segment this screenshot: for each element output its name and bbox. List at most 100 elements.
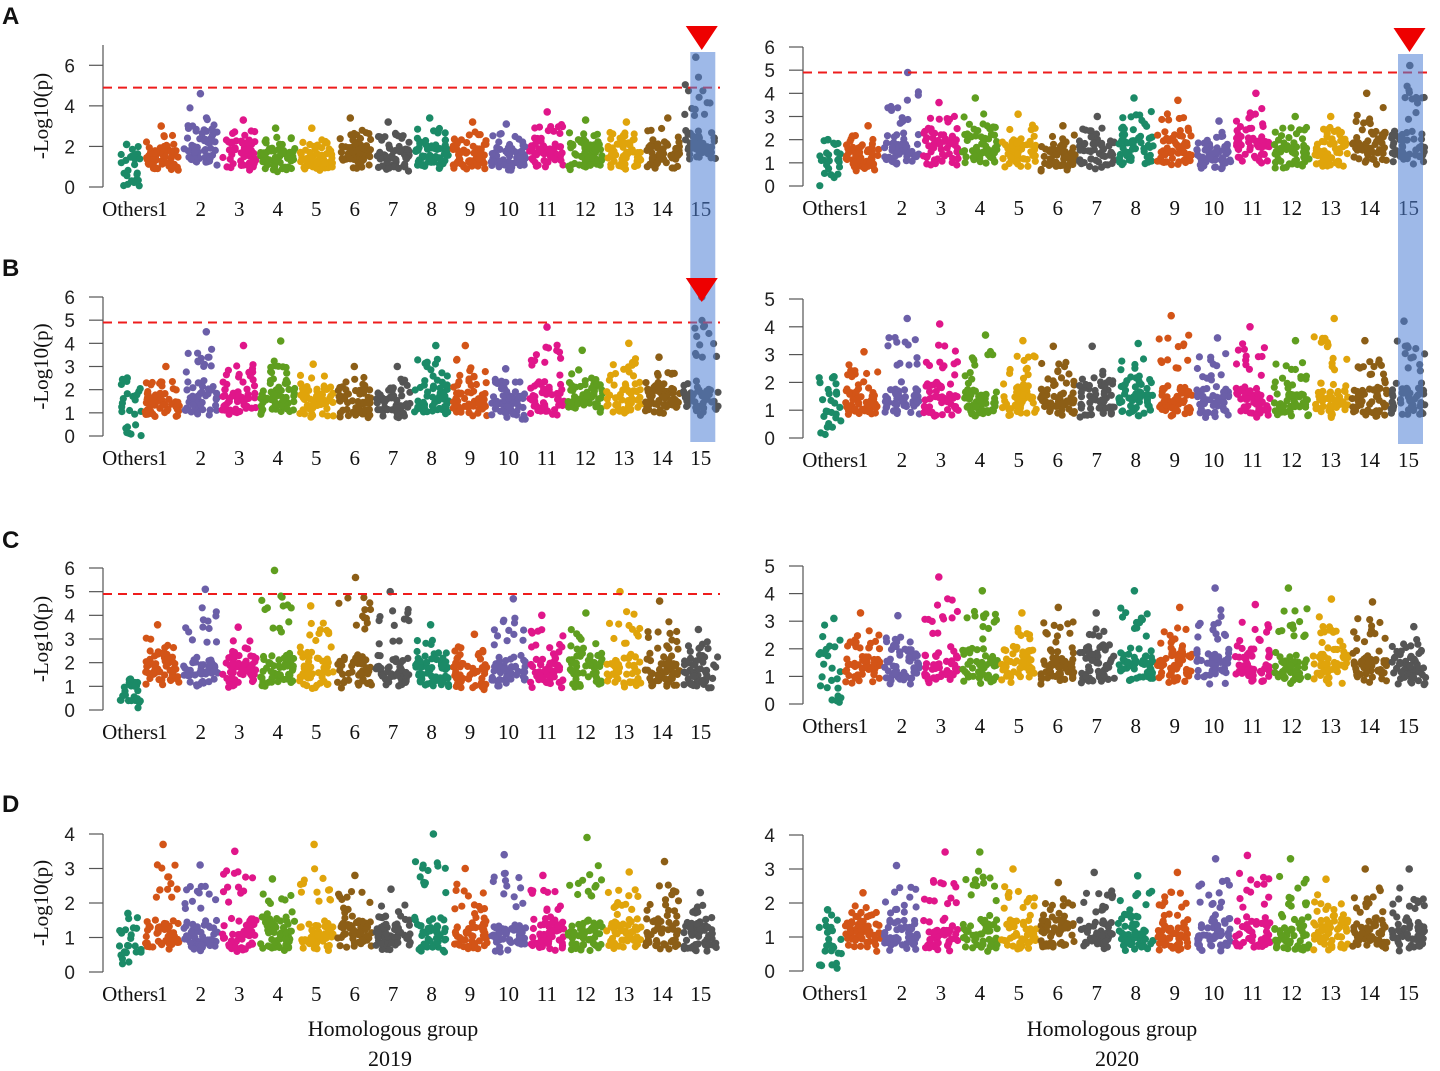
snp-point xyxy=(313,654,321,662)
peak-snp-point xyxy=(351,573,360,582)
snp-point xyxy=(488,411,496,419)
snp-point xyxy=(287,157,295,165)
snp-point xyxy=(323,412,332,420)
snp-point xyxy=(313,385,321,393)
snp-point xyxy=(258,682,266,690)
chromosome-7-points xyxy=(372,587,413,690)
snp-point xyxy=(900,129,908,137)
snp-point xyxy=(929,134,937,142)
snp-point xyxy=(393,410,401,418)
snp-point xyxy=(511,132,519,141)
snp-point xyxy=(919,152,928,160)
chromosome-label-14: 14 xyxy=(1359,196,1381,220)
snp-point xyxy=(667,370,676,378)
snp-point xyxy=(597,650,605,659)
snp-point xyxy=(1136,111,1144,119)
peak-snp-point xyxy=(824,135,832,144)
y-tick-label: 0 xyxy=(64,427,75,448)
peak-snp-point xyxy=(830,614,838,623)
snp-point xyxy=(366,599,374,607)
snp-point xyxy=(413,647,421,656)
snp-point xyxy=(208,125,216,133)
snp-point xyxy=(366,399,374,407)
snp-point xyxy=(1273,390,1281,398)
snp-point xyxy=(172,386,180,394)
snp-point xyxy=(1304,411,1313,419)
snp-point xyxy=(431,677,439,685)
snp-point xyxy=(480,395,488,404)
chromosome-label-4: 4 xyxy=(975,196,986,220)
snp-point xyxy=(133,169,141,177)
snp-point xyxy=(266,379,274,388)
chromosome-2-points xyxy=(881,611,923,688)
peak-snp-point xyxy=(308,124,316,132)
snp-point xyxy=(469,402,477,410)
snp-point xyxy=(947,643,955,651)
snp-point xyxy=(212,638,221,646)
snp-point xyxy=(906,680,915,688)
snp-point xyxy=(420,404,428,412)
snp-point xyxy=(431,360,439,368)
snp-point xyxy=(352,621,360,629)
snp-point xyxy=(1388,386,1397,394)
snp-point xyxy=(213,161,221,169)
snp-point xyxy=(345,144,353,152)
snp-point xyxy=(1120,125,1128,133)
snp-point xyxy=(905,361,913,369)
snp-point xyxy=(1302,400,1310,409)
snp-point xyxy=(212,612,220,620)
snp-point xyxy=(367,681,375,689)
snp-point xyxy=(302,146,310,154)
snp-point xyxy=(579,644,588,652)
snp-point xyxy=(905,653,913,662)
snp-point xyxy=(1174,364,1182,372)
snp-point xyxy=(902,402,911,411)
snp-point xyxy=(865,384,873,392)
snp-point xyxy=(649,152,657,160)
snp-point xyxy=(844,410,853,418)
snp-point xyxy=(360,373,368,382)
peak-snp-point xyxy=(1213,334,1222,342)
snp-point xyxy=(615,393,623,401)
y-tick-label: 0 xyxy=(64,701,75,722)
y-tick-label: 1 xyxy=(64,677,75,698)
snp-point xyxy=(1355,155,1363,163)
snp-point xyxy=(856,148,864,156)
snp-point xyxy=(634,632,642,640)
snp-point xyxy=(1060,141,1068,150)
snp-point xyxy=(237,137,245,145)
snp-point xyxy=(262,136,270,144)
panel-A-2020: 0123456Others123456789101112131415 xyxy=(764,38,1429,220)
chromosome-7-points xyxy=(373,118,413,175)
peak-snp-point xyxy=(201,585,210,594)
snp-point xyxy=(182,406,190,414)
snp-point xyxy=(1084,147,1092,155)
snp-point xyxy=(966,132,974,140)
snp-point xyxy=(613,140,621,148)
snp-point xyxy=(456,651,464,659)
snp-point xyxy=(323,655,331,663)
snp-point xyxy=(296,643,304,651)
snp-point xyxy=(1099,146,1107,154)
snp-point xyxy=(914,88,923,96)
snp-point xyxy=(340,653,348,662)
snp-point xyxy=(1087,133,1095,141)
snp-point xyxy=(532,351,541,359)
snp-point xyxy=(644,127,652,135)
chromosome-label-5: 5 xyxy=(1014,448,1025,472)
snp-point xyxy=(495,157,503,165)
chromosome-11-points xyxy=(527,611,567,692)
snp-point xyxy=(1212,383,1220,391)
snp-point xyxy=(891,334,899,342)
snp-point xyxy=(246,372,254,380)
snp-point xyxy=(444,408,452,416)
snp-point xyxy=(442,658,450,666)
chromosome-3-points xyxy=(219,116,260,174)
snp-point xyxy=(497,385,506,393)
snp-point xyxy=(161,409,169,417)
peak-snp-point xyxy=(903,314,911,323)
peak-snp-point xyxy=(864,122,872,130)
snp-point xyxy=(1164,334,1172,342)
snp-point xyxy=(315,629,323,638)
